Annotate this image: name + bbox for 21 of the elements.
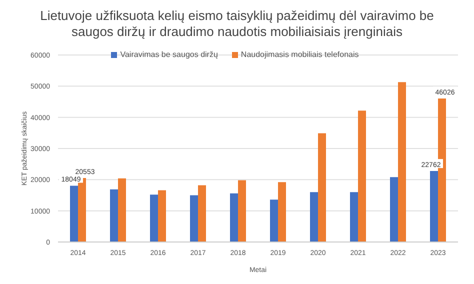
bar (310, 192, 318, 242)
bar (118, 178, 126, 242)
bar (190, 195, 198, 242)
legend-label: Vairavimas be saugos diržų (119, 50, 218, 59)
bar (390, 177, 398, 242)
chart-title: Lietuvoje užfiksuota kelių eismo taisyklių pažeidimų dėl vairavimo be saugos diržų ir draudimo naudotis mobiliaisiais įrenginiais (39, 8, 435, 41)
bar (238, 180, 246, 242)
bar (430, 171, 438, 242)
bar (270, 200, 278, 242)
bar (110, 189, 118, 242)
bar (358, 110, 366, 242)
legend-label: Naudojimasis mobiliais telefonais (240, 50, 359, 59)
bar (70, 186, 78, 242)
bar (150, 194, 158, 242)
bar (318, 133, 326, 242)
bar (158, 190, 166, 242)
bar (398, 82, 406, 242)
bar (198, 185, 206, 242)
bar (278, 182, 286, 242)
bar (350, 192, 358, 242)
bar (230, 193, 238, 242)
